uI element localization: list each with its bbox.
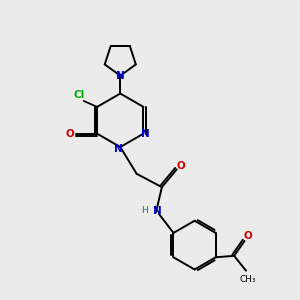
Text: N: N bbox=[114, 143, 123, 154]
Text: O: O bbox=[243, 232, 252, 242]
Text: N: N bbox=[141, 129, 149, 139]
Text: Cl: Cl bbox=[74, 90, 85, 100]
Text: N: N bbox=[153, 206, 162, 216]
Text: O: O bbox=[177, 161, 186, 171]
Text: H: H bbox=[141, 206, 148, 215]
Text: O: O bbox=[65, 129, 74, 139]
Text: N: N bbox=[116, 71, 125, 81]
Text: CH₃: CH₃ bbox=[239, 275, 256, 284]
